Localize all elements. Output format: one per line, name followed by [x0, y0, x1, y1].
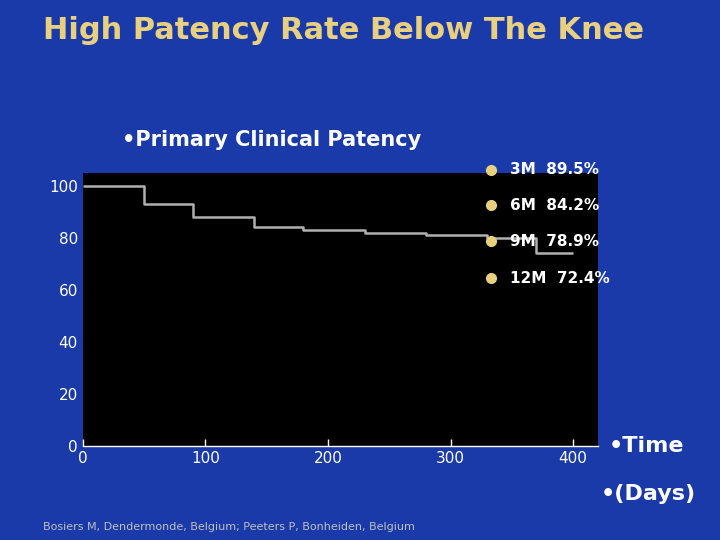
- Text: 3M  89.5%: 3M 89.5%: [510, 163, 599, 177]
- Text: •(Days): •(Days): [601, 484, 696, 504]
- Text: High Patency Rate Below The Knee: High Patency Rate Below The Knee: [43, 16, 644, 45]
- Text: •Time: •Time: [608, 435, 684, 456]
- Text: •Primary Clinical Patency: •Primary Clinical Patency: [122, 130, 422, 150]
- Text: 9M  78.9%: 9M 78.9%: [510, 234, 599, 248]
- Text: 12M  72.4%: 12M 72.4%: [510, 271, 610, 286]
- Text: 6M  84.2%: 6M 84.2%: [510, 198, 599, 213]
- Text: Bosiers M, Dendermonde, Belgium; Peeters P, Bonheiden, Belgium: Bosiers M, Dendermonde, Belgium; Peeters…: [43, 522, 415, 532]
